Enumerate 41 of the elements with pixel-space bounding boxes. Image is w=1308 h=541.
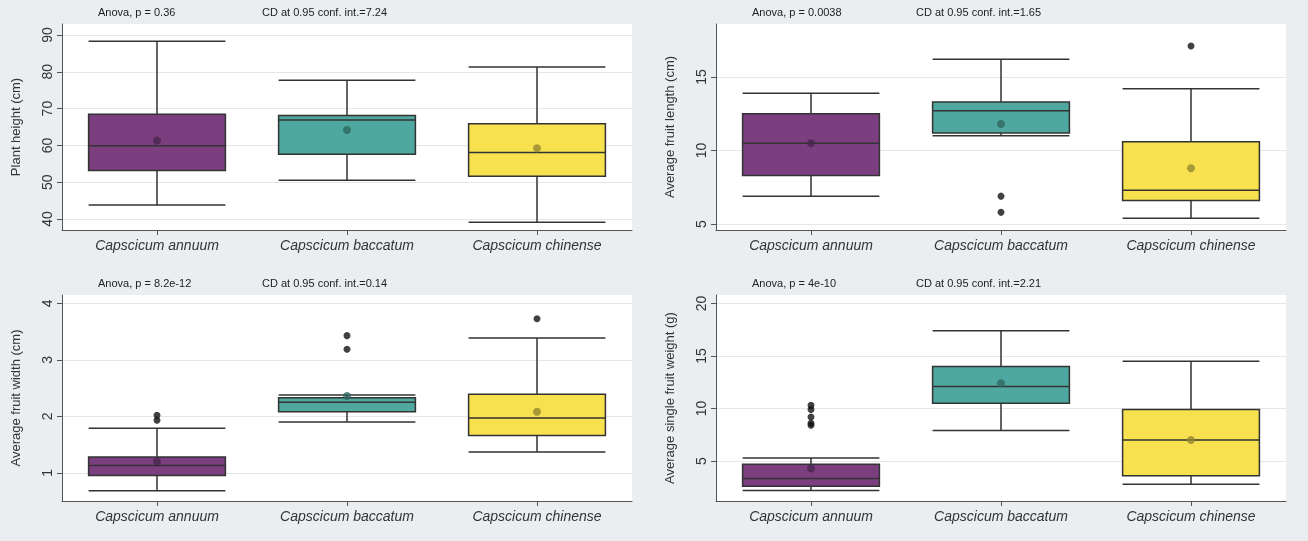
y-tick-label: 70	[39, 100, 55, 117]
y-tick-label: 2	[39, 411, 55, 420]
y-axis-title: Average single fruit weight (g)	[662, 311, 677, 484]
x-tick-label: Capscicum annuum	[749, 237, 874, 253]
x-tick-label: Capscicum chinense	[1126, 237, 1256, 253]
y-tick-label: 3	[39, 355, 55, 364]
x-tick-label: Capscicum baccatum	[280, 237, 415, 253]
text: CD at 0.95 conf. int.=2.21	[916, 276, 1042, 288]
y-tick-label: 40	[39, 210, 55, 227]
x-tick-label: Capscicum annuum	[95, 507, 220, 524]
y-tick-label: 15	[693, 347, 709, 364]
y-tick-label: 90	[39, 27, 55, 43]
text: CD at 0.95 conf. int.=1.65	[916, 5, 1042, 18]
y-tick-label: 5	[693, 456, 709, 465]
y-tick-label: 10	[693, 400, 709, 416]
x-tick-label: Capscicum annuum	[749, 507, 874, 524]
x-tick-label: Capscicum baccatum	[934, 507, 1069, 524]
y-tick-label: 10	[693, 142, 709, 159]
text: Anova, p = 0.0038	[752, 5, 842, 18]
text: Anova, p = 0.36	[98, 5, 176, 18]
text: Anova, p = 4e-10	[752, 276, 837, 288]
y-axis-title: Average fruit width (cm)	[8, 328, 23, 467]
x-tick-label: Capscicum chinense	[472, 237, 602, 253]
y-tick-label: 15	[693, 68, 709, 85]
x-tick-label: Capscicum chinense	[472, 507, 602, 524]
text: Anova, p = 8.2e-12	[98, 276, 192, 288]
y-tick-label: 80	[39, 63, 55, 80]
x-tick-label: Capscicum chinense	[1126, 507, 1256, 524]
x-tick-label: Capscicum baccatum	[280, 507, 415, 524]
x-tick-label: Capscicum baccatum	[934, 237, 1069, 253]
y-tick-label: 1	[39, 468, 55, 477]
y-tick-label: 5	[693, 220, 709, 229]
y-axis-title: Plant height (cm)	[8, 77, 23, 177]
x-tick-label: Capscicum annuum	[95, 237, 220, 253]
y-tick-label: 20	[693, 294, 709, 311]
text: CD at 0.95 conf. int.=7.24	[262, 5, 388, 18]
y-tick-label: 4	[39, 298, 55, 307]
y-axis-title: Average fruit length (cm)	[662, 55, 677, 199]
y-tick-label: 60	[39, 137, 55, 154]
y-tick-label: 50	[39, 174, 55, 190]
text: CD at 0.95 conf. int.=0.14	[262, 276, 388, 288]
